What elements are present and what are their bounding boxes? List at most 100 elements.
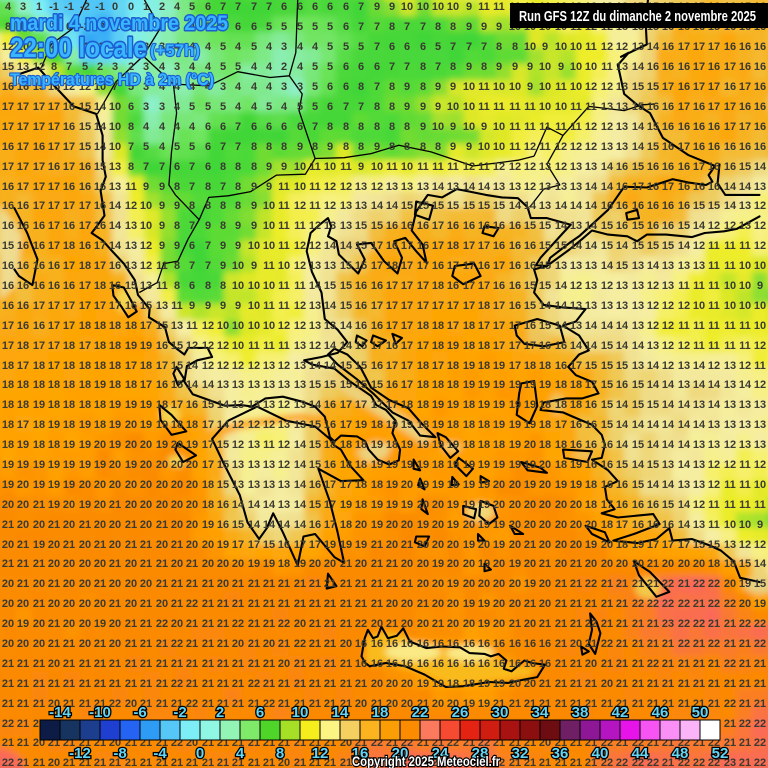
svg-text:14: 14	[601, 260, 614, 272]
svg-text:9: 9	[466, 1, 472, 13]
svg-text:14: 14	[94, 141, 107, 153]
svg-text:17: 17	[693, 81, 705, 93]
svg-text:18: 18	[340, 439, 352, 451]
svg-text:6: 6	[389, 41, 395, 53]
svg-text:15: 15	[632, 81, 644, 93]
svg-text:11: 11	[601, 61, 613, 73]
svg-text:13: 13	[140, 280, 152, 292]
svg-text:21: 21	[555, 698, 567, 710]
svg-text:19: 19	[493, 360, 505, 372]
svg-text:16: 16	[371, 360, 383, 372]
svg-text:4: 4	[251, 81, 258, 93]
svg-text:16: 16	[693, 181, 705, 193]
svg-text:21: 21	[570, 558, 582, 570]
svg-text:7: 7	[466, 41, 472, 53]
svg-text:22: 22	[647, 598, 659, 610]
svg-text:18: 18	[478, 300, 490, 312]
svg-text:6: 6	[220, 121, 226, 133]
svg-text:18: 18	[94, 419, 106, 431]
svg-text:20: 20	[171, 479, 183, 491]
svg-text:3: 3	[159, 101, 165, 113]
svg-text:21: 21	[17, 539, 29, 551]
svg-text:19: 19	[524, 379, 536, 391]
svg-text:18: 18	[539, 399, 551, 411]
svg-text:-6: -6	[133, 704, 146, 721]
svg-text:20: 20	[539, 598, 551, 610]
svg-text:5: 5	[235, 61, 241, 73]
svg-text:21: 21	[309, 598, 321, 610]
svg-text:15: 15	[539, 240, 551, 252]
svg-text:16: 16	[63, 121, 75, 133]
svg-text:7: 7	[128, 141, 134, 153]
svg-text:20: 20	[17, 638, 29, 650]
svg-text:21: 21	[417, 598, 429, 610]
svg-text:15: 15	[2, 240, 14, 252]
svg-text:17: 17	[48, 121, 60, 133]
svg-text:16: 16	[94, 220, 106, 232]
svg-text:6: 6	[358, 61, 364, 73]
svg-text:21: 21	[217, 598, 229, 610]
svg-text:21: 21	[125, 638, 137, 650]
svg-text:12: 12	[340, 181, 352, 193]
svg-text:10: 10	[140, 220, 152, 232]
svg-text:17: 17	[432, 220, 444, 232]
svg-text:14: 14	[662, 439, 675, 451]
svg-text:15: 15	[647, 141, 659, 153]
svg-text:11: 11	[171, 300, 183, 312]
svg-text:0: 0	[196, 745, 204, 762]
svg-text:18: 18	[48, 379, 60, 391]
svg-text:15: 15	[309, 459, 321, 471]
svg-text:5: 5	[220, 41, 226, 53]
svg-text:14: 14	[570, 240, 583, 252]
svg-text:9: 9	[358, 161, 364, 173]
svg-text:16: 16	[616, 220, 628, 232]
svg-text:17: 17	[171, 399, 183, 411]
svg-text:21: 21	[616, 678, 628, 690]
svg-text:8: 8	[389, 81, 395, 93]
svg-text:11: 11	[570, 101, 582, 113]
svg-text:21: 21	[632, 638, 644, 650]
svg-text:22: 22	[693, 757, 705, 768]
svg-text:16: 16	[724, 161, 736, 173]
svg-text:6: 6	[205, 161, 211, 173]
svg-text:17: 17	[33, 161, 45, 173]
svg-text:18: 18	[539, 439, 551, 451]
svg-text:19: 19	[509, 439, 521, 451]
svg-text:11: 11	[309, 161, 321, 173]
svg-text:10: 10	[447, 1, 459, 13]
svg-text:8: 8	[374, 121, 380, 133]
svg-text:11: 11	[309, 181, 321, 193]
svg-text:15: 15	[340, 280, 352, 292]
svg-text:13: 13	[662, 459, 674, 471]
svg-text:16: 16	[447, 638, 459, 650]
svg-text:14: 14	[632, 459, 645, 471]
svg-text:18: 18	[401, 399, 413, 411]
svg-text:20: 20	[263, 638, 275, 650]
svg-text:13: 13	[125, 260, 137, 272]
svg-text:12: 12	[509, 161, 521, 173]
svg-text:21: 21	[2, 658, 14, 670]
svg-text:20: 20	[539, 499, 551, 511]
svg-text:10: 10	[432, 121, 444, 133]
svg-text:21: 21	[509, 618, 521, 630]
svg-text:12: 12	[278, 459, 290, 471]
svg-text:8: 8	[512, 41, 518, 53]
svg-text:10: 10	[570, 81, 582, 93]
svg-text:20: 20	[509, 519, 521, 531]
svg-text:8: 8	[174, 220, 180, 232]
svg-text:17: 17	[401, 340, 413, 352]
svg-text:21: 21	[140, 539, 152, 551]
svg-text:12: 12	[754, 220, 766, 232]
svg-text:15: 15	[524, 220, 536, 232]
svg-text:17: 17	[248, 539, 260, 551]
svg-text:19: 19	[478, 479, 490, 491]
svg-text:9: 9	[281, 161, 287, 173]
svg-text:13: 13	[324, 320, 336, 332]
svg-text:18: 18	[372, 704, 389, 721]
svg-text:10: 10	[248, 240, 260, 252]
svg-text:16: 16	[555, 360, 567, 372]
svg-text:11: 11	[724, 340, 736, 352]
svg-text:18: 18	[555, 399, 567, 411]
svg-text:14: 14	[632, 419, 645, 431]
svg-text:8: 8	[343, 141, 349, 153]
